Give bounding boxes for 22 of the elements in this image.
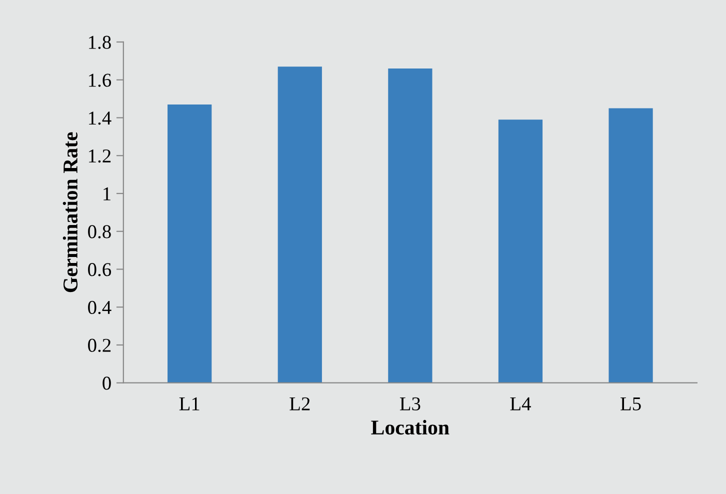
y-tick-label: 1: [104, 187, 110, 200]
x-tick-label: L2: [290, 397, 310, 410]
y-tick-label: 0.6: [88, 263, 112, 276]
bar: [608, 108, 653, 383]
x-tick-label: L5: [620, 398, 641, 410]
y-tick-label: 1.4: [89, 112, 112, 125]
x-axis-title: Location: [371, 420, 450, 435]
y-tick-label: 0: [102, 376, 111, 390]
bar: [498, 120, 543, 383]
x-tick-label: L3: [400, 397, 420, 410]
y-tick-label: 0.4: [88, 300, 112, 314]
y-tick-label: 0.2: [88, 338, 111, 352]
y-tick-label: 1.6: [89, 74, 112, 87]
y-axis-title: Germination Rate: [62, 132, 78, 292]
x-tick-label: L4: [510, 397, 531, 410]
bar: [278, 66, 322, 383]
bar: [168, 104, 212, 383]
y-tick-label: 1.2: [89, 149, 111, 163]
y-tick-label: 1.8: [89, 36, 111, 50]
y-tick-label: 0.8: [88, 225, 111, 238]
x-tick-label: L1: [179, 397, 200, 410]
bar: [388, 68, 432, 383]
